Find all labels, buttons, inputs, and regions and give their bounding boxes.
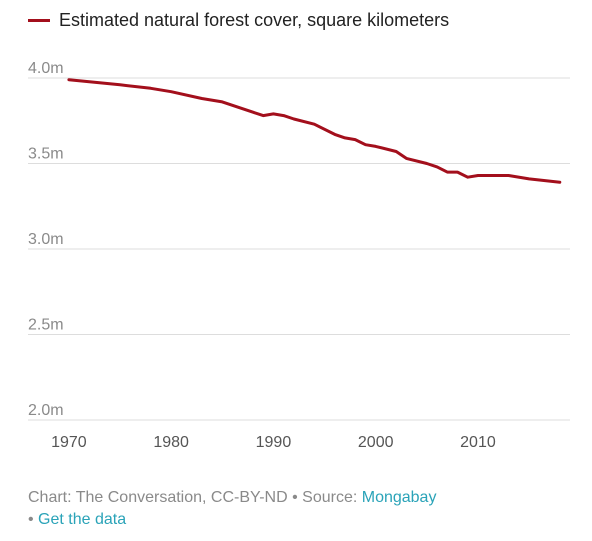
y-axis-ticks: 4.0m 3.5m 3.0m 2.5m 2.0m — [28, 60, 64, 419]
y-tick-label: 3.5m — [28, 146, 64, 163]
series-line — [67, 78, 562, 184]
y-tick-label: 3.0m — [28, 231, 64, 248]
legend-swatch — [28, 19, 50, 22]
legend: Estimated natural forest cover, square k… — [28, 10, 449, 31]
footer-separator: • — [28, 511, 39, 528]
chart-credit: Chart: The Conversation, CC-BY-ND • Sour… — [28, 489, 362, 506]
legend-label: Estimated natural forest cover, square k… — [59, 10, 450, 30]
source-link[interactable]: Mongabay — [361, 489, 437, 506]
x-tick-label: 1990 — [256, 434, 292, 451]
y-tick-label: 2.5m — [28, 317, 64, 334]
x-tick-label: 2010 — [460, 434, 496, 451]
x-tick-label: 1980 — [153, 434, 189, 451]
y-tick-label: 2.0m — [28, 402, 64, 419]
chart-footer: Chart: The Conversation, CC-BY-ND • Sour… — [28, 487, 568, 531]
y-tick-label: 4.0m — [28, 60, 64, 77]
x-axis-ticks: 1970 1980 1990 2000 2010 — [51, 434, 496, 451]
grid — [28, 77, 570, 421]
x-tick-label: 2000 — [358, 434, 394, 451]
get-the-data-link[interactable]: Get the data — [38, 511, 127, 528]
x-tick-label: 1970 — [51, 434, 87, 451]
series-layer — [67, 78, 562, 184]
